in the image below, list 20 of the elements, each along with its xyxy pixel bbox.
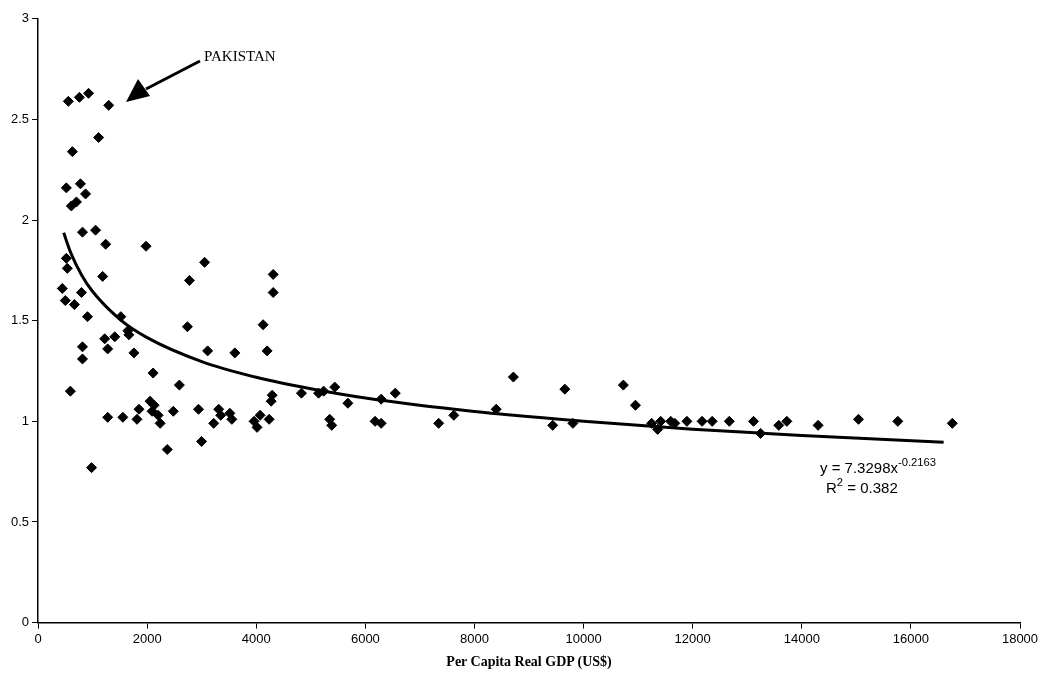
x-tick-label: 8000 [460, 630, 489, 646]
x-tick-label: 4000 [241, 630, 271, 646]
x-axis-title: Per Capita Real GDP (US$) [446, 654, 613, 671]
y-tick-label: 0 [21, 614, 30, 630]
y-tick-label: 3 [21, 10, 30, 26]
x-tick-label: 16000 [892, 630, 929, 646]
y-tick-label: 2 [21, 211, 30, 227]
x-tick-label: 18000 [1001, 630, 1039, 646]
x-tick-label: 6000 [350, 630, 380, 646]
x-tick-label: 10000 [565, 630, 602, 646]
x-tick-label: 0 [34, 630, 42, 646]
x-tick-label: 2000 [132, 630, 162, 646]
y-tick-label: 2.5 [10, 111, 30, 127]
x-tick-label: 14000 [783, 630, 820, 646]
line-series [62, 231, 946, 444]
y-tick-label: 1.5 [10, 312, 30, 328]
annotation: PAKISTAN [204, 48, 276, 65]
x-tick-label: 12000 [674, 630, 711, 646]
y-tick-label: 1 [21, 412, 30, 428]
y-tick-label: 0.5 [10, 513, 30, 529]
